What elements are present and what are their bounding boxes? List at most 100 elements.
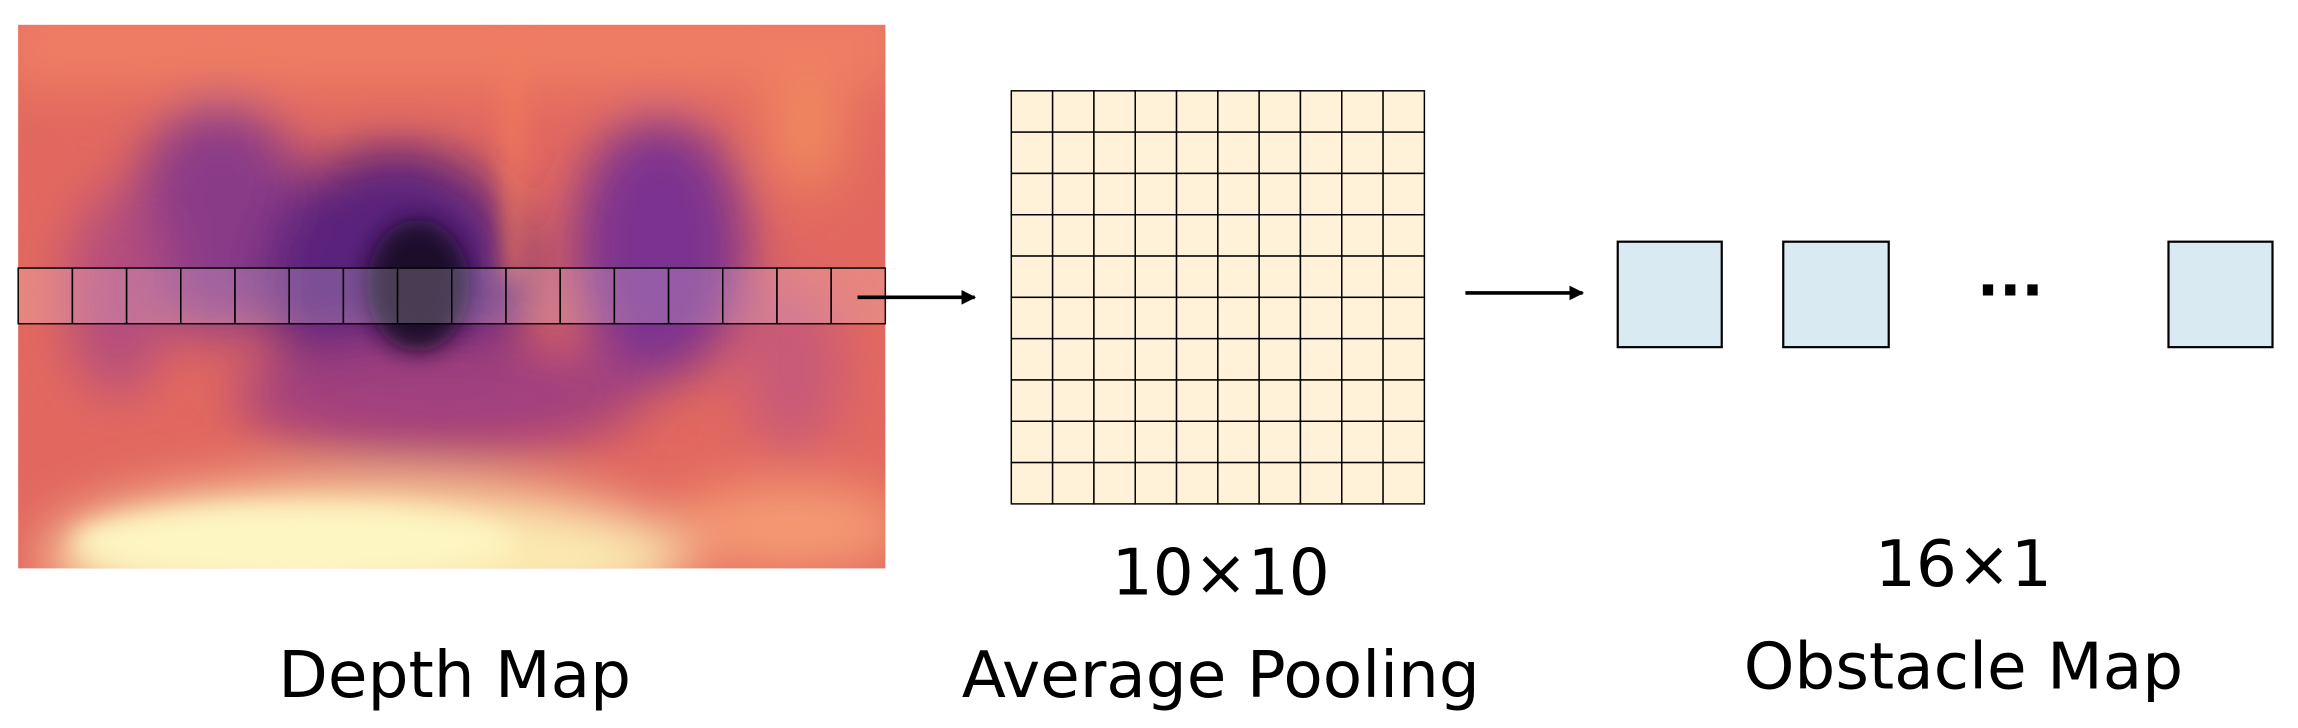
grid-cell [1382,461,1426,505]
grid-cell [1258,131,1302,175]
grid-cell [1217,131,1260,175]
grid-cell [1175,379,1219,423]
grid-cell [1299,90,1343,133]
grid-cell [1341,337,1384,381]
grid-cell [1341,420,1384,464]
grid-cell [1134,255,1178,299]
grid-cell [1217,461,1260,505]
grid-cell [1010,296,1054,340]
obstacle-size-label: 16×1 [1875,527,2052,602]
strip-cell [125,267,182,325]
strip-cell [722,267,778,325]
ellipsis: ··· [1977,257,2044,325]
grid-cell [1134,90,1178,133]
grid-cell [1217,337,1260,381]
grid-cell [1093,461,1136,505]
obstacle-label: Obstacle Map [1744,629,2183,704]
pooling-label: Average Pooling [962,638,1480,713]
grid-cell [1093,255,1136,299]
grid-cell [1010,214,1054,257]
obstacle-cell [1782,240,1890,349]
grid-cell [1341,131,1384,175]
grid-cell [1258,214,1302,257]
grid-cell [1217,172,1260,216]
grid-cell [1341,214,1384,257]
strip-cell [180,267,236,325]
depth-map-label: Depth Map [278,638,631,713]
grid-cell [1299,172,1343,216]
grid-cell [1299,131,1343,175]
grid-cell [1134,337,1178,381]
grid-cell [1051,379,1095,423]
grid-cell [1134,172,1178,216]
grid-cell [1010,337,1054,381]
grid-cell [1175,214,1219,257]
grid-cell [1051,255,1095,299]
grid-cell [1258,461,1302,505]
obstacle-cell [2167,240,2274,349]
strip-cell [71,267,128,325]
grid-cell [1299,214,1343,257]
strip-cell [505,267,561,325]
grid-cell [1299,461,1343,505]
grid-cell [1382,255,1426,299]
strip-cell [776,267,832,325]
grid-cell [1341,296,1384,340]
grid-cell [1382,379,1426,423]
grid-cell [1010,255,1054,299]
grid-cell [1051,131,1095,175]
grid-cell [1341,90,1384,133]
grid-cell [1382,131,1426,175]
grid-cell [1051,420,1095,464]
grid-cell [1175,131,1219,175]
grid-cell [1051,90,1095,133]
depth-map-image [18,24,886,569]
grid-cell [1051,337,1095,381]
pooling-grid [1010,90,1426,505]
grid-cell [1051,461,1095,505]
grid-cell [1134,420,1178,464]
grid-cell [1051,214,1095,257]
grid-cell [1175,420,1219,464]
grid-cell [1382,172,1426,216]
grid-cell [1134,214,1178,257]
grid-cell [1382,90,1426,133]
grid-cell [1217,420,1260,464]
strip-cell [17,267,74,325]
grid-cell [1382,214,1426,257]
strip-cell [613,267,670,325]
grid-cell [1175,90,1219,133]
grid-cell [1299,420,1343,464]
obstacle-cell [1616,240,1723,349]
grid-cell [1051,172,1095,216]
grid-cell [1093,90,1136,133]
grid-cell [1217,379,1260,423]
grid-cell [1217,90,1260,133]
grid-cell [1217,296,1260,340]
grid-cell [1341,379,1384,423]
strip-cell [288,267,345,325]
grid-cell [1134,131,1178,175]
grid-cell [1299,379,1343,423]
strip-cell [342,267,399,325]
pooling-size-label: 10×10 [1112,536,1330,611]
grid-cell [1258,420,1302,464]
grid-cell [1341,255,1384,299]
grid-cell [1010,379,1054,423]
grid-cell [1175,172,1219,216]
grid-cell [1341,172,1384,216]
grid-cell [1299,296,1343,340]
grid-cell [1093,172,1136,216]
grid-cell [1175,255,1219,299]
grid-cell [1258,172,1302,216]
grid-cell [1010,420,1054,464]
grid-cell [1299,337,1343,381]
grid-cell [1258,296,1302,340]
grid-cell [1382,420,1426,464]
grid-cell [1134,296,1178,340]
strip-cell [396,267,453,325]
grid-cell [1175,296,1219,340]
grid-cell [1341,461,1384,505]
grid-cell [1258,255,1302,299]
